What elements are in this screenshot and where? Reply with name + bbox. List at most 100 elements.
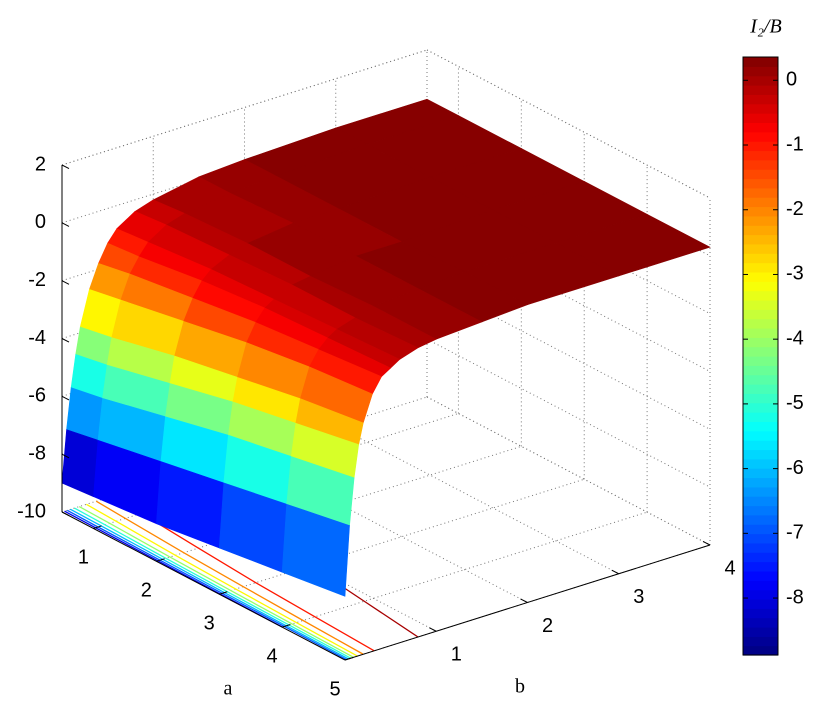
- contour-line: [74, 507, 352, 659]
- colorbar-band: [743, 271, 778, 282]
- colorbar-band: [743, 449, 778, 460]
- contour-line: [66, 509, 347, 661]
- colorbar-tick-label: -1: [786, 133, 804, 155]
- x-axis-label: a: [224, 678, 233, 700]
- colorbar-band: [743, 356, 778, 366]
- colorbar-tick-label: -7: [786, 522, 804, 544]
- colorbar-band: [743, 561, 778, 572]
- z-tick-label: -8: [28, 442, 46, 464]
- a-tick-label: 2: [141, 580, 152, 602]
- colorbar-tick-label: -4: [786, 327, 804, 349]
- colorbar-band: [743, 85, 778, 95]
- b-tick: [429, 627, 437, 632]
- z-tick: [61, 280, 70, 285]
- colorbar-band: [743, 496, 778, 507]
- colorbar-band: [743, 159, 778, 170]
- surface: [61, 98, 711, 597]
- z-tick-label: -6: [28, 385, 46, 407]
- colorbar-band: [743, 346, 778, 357]
- colorbar-band: [743, 645, 778, 656]
- colorbar-band: [743, 589, 778, 600]
- colorbar-band: [743, 187, 778, 198]
- b-tick-label: 1: [451, 644, 462, 666]
- a-tick-label: 3: [204, 613, 215, 635]
- z-tick-label: -4: [28, 327, 46, 349]
- b-tick-label: 3: [633, 586, 644, 608]
- colorbar-band: [743, 598, 778, 609]
- colorbar-band: [743, 468, 778, 479]
- b-tick: [520, 598, 528, 603]
- z-tick: [61, 511, 70, 517]
- colorbar-band: [743, 412, 778, 423]
- colorbar-frame: [742, 56, 779, 656]
- colorbar-band: [743, 299, 778, 310]
- z-tick: [61, 395, 70, 401]
- z-tick-label: -10: [17, 500, 46, 522]
- colorbar-band: [743, 327, 778, 338]
- surface-patch: [61, 429, 99, 498]
- colorbar-band: [743, 103, 778, 114]
- colorbar-band: [743, 94, 778, 105]
- contour-line: [86, 503, 358, 657]
- z-tick: [61, 338, 70, 343]
- a-axis: [61, 511, 346, 661]
- colorbar-band: [743, 440, 778, 451]
- colorbar-band: [743, 337, 778, 348]
- z-tick: [61, 453, 70, 459]
- colorbar-band: [743, 486, 778, 497]
- colorbar-band: [743, 150, 778, 161]
- grid-line: [335, 425, 619, 575]
- a-tick: [156, 558, 165, 562]
- colorbar-band: [743, 318, 778, 329]
- colorbar-band: [743, 206, 778, 217]
- colorbar-band: [743, 505, 778, 516]
- z-tick-label: 0: [35, 211, 46, 233]
- a-tick: [93, 525, 102, 529]
- colorbar-band: [743, 430, 778, 441]
- a-tick: [219, 591, 228, 595]
- colorbar-band: [743, 570, 778, 581]
- b-tick: [611, 569, 619, 575]
- colorbar-tick-label: -5: [786, 392, 804, 414]
- colorbar-band: [743, 131, 778, 142]
- colorbar-band: [743, 514, 778, 525]
- axes: -10 -8 -6 -4 -2 0 2 1 2 3 4 5 1 2 3 4: [17, 153, 735, 700]
- colorbar-band: [743, 141, 778, 152]
- colorbar-band: [743, 75, 778, 86]
- colorbar-band: [743, 365, 778, 376]
- colorbar-band: [743, 533, 778, 544]
- colorbar-band: [743, 309, 778, 320]
- colorbar-tick-label: -8: [786, 586, 804, 608]
- colorbar-band: [743, 215, 778, 226]
- colorbar-band: [743, 542, 778, 553]
- surface-patch: [281, 503, 350, 597]
- a-tick: [344, 657, 354, 661]
- colorbar-band: [743, 626, 778, 637]
- colorbar-band: [743, 617, 778, 628]
- colorbar-band: [743, 225, 778, 236]
- grid-line: [426, 396, 711, 546]
- contour-line: [70, 508, 349, 660]
- colorbar-tick-label: -3: [786, 263, 804, 285]
- colorbar-band: [743, 552, 778, 563]
- z-tick-label: -2: [28, 269, 46, 291]
- a-tick-label: 4: [267, 645, 278, 667]
- colorbar-tick-label: 0: [786, 69, 797, 91]
- colorbar-band: [743, 281, 778, 292]
- b-tick-label: 4: [724, 557, 735, 579]
- colorbar-band: [743, 374, 778, 385]
- colorbar-band: [743, 66, 778, 77]
- z-tick: [61, 222, 70, 227]
- colorbar-band: [743, 636, 778, 647]
- contour-line: [95, 500, 364, 655]
- colorbar-band: [743, 57, 778, 67]
- colorbar-tick-label: -6: [786, 457, 804, 479]
- colorbar-band: [743, 580, 778, 591]
- colorbar-band: [743, 262, 778, 273]
- colorbar-band: [743, 477, 778, 488]
- colorbar-band: [743, 524, 778, 535]
- colorbar-band: [743, 122, 778, 133]
- colorbar-tick-label: -2: [786, 198, 804, 220]
- colorbar-title: I₂/B: [749, 16, 781, 38]
